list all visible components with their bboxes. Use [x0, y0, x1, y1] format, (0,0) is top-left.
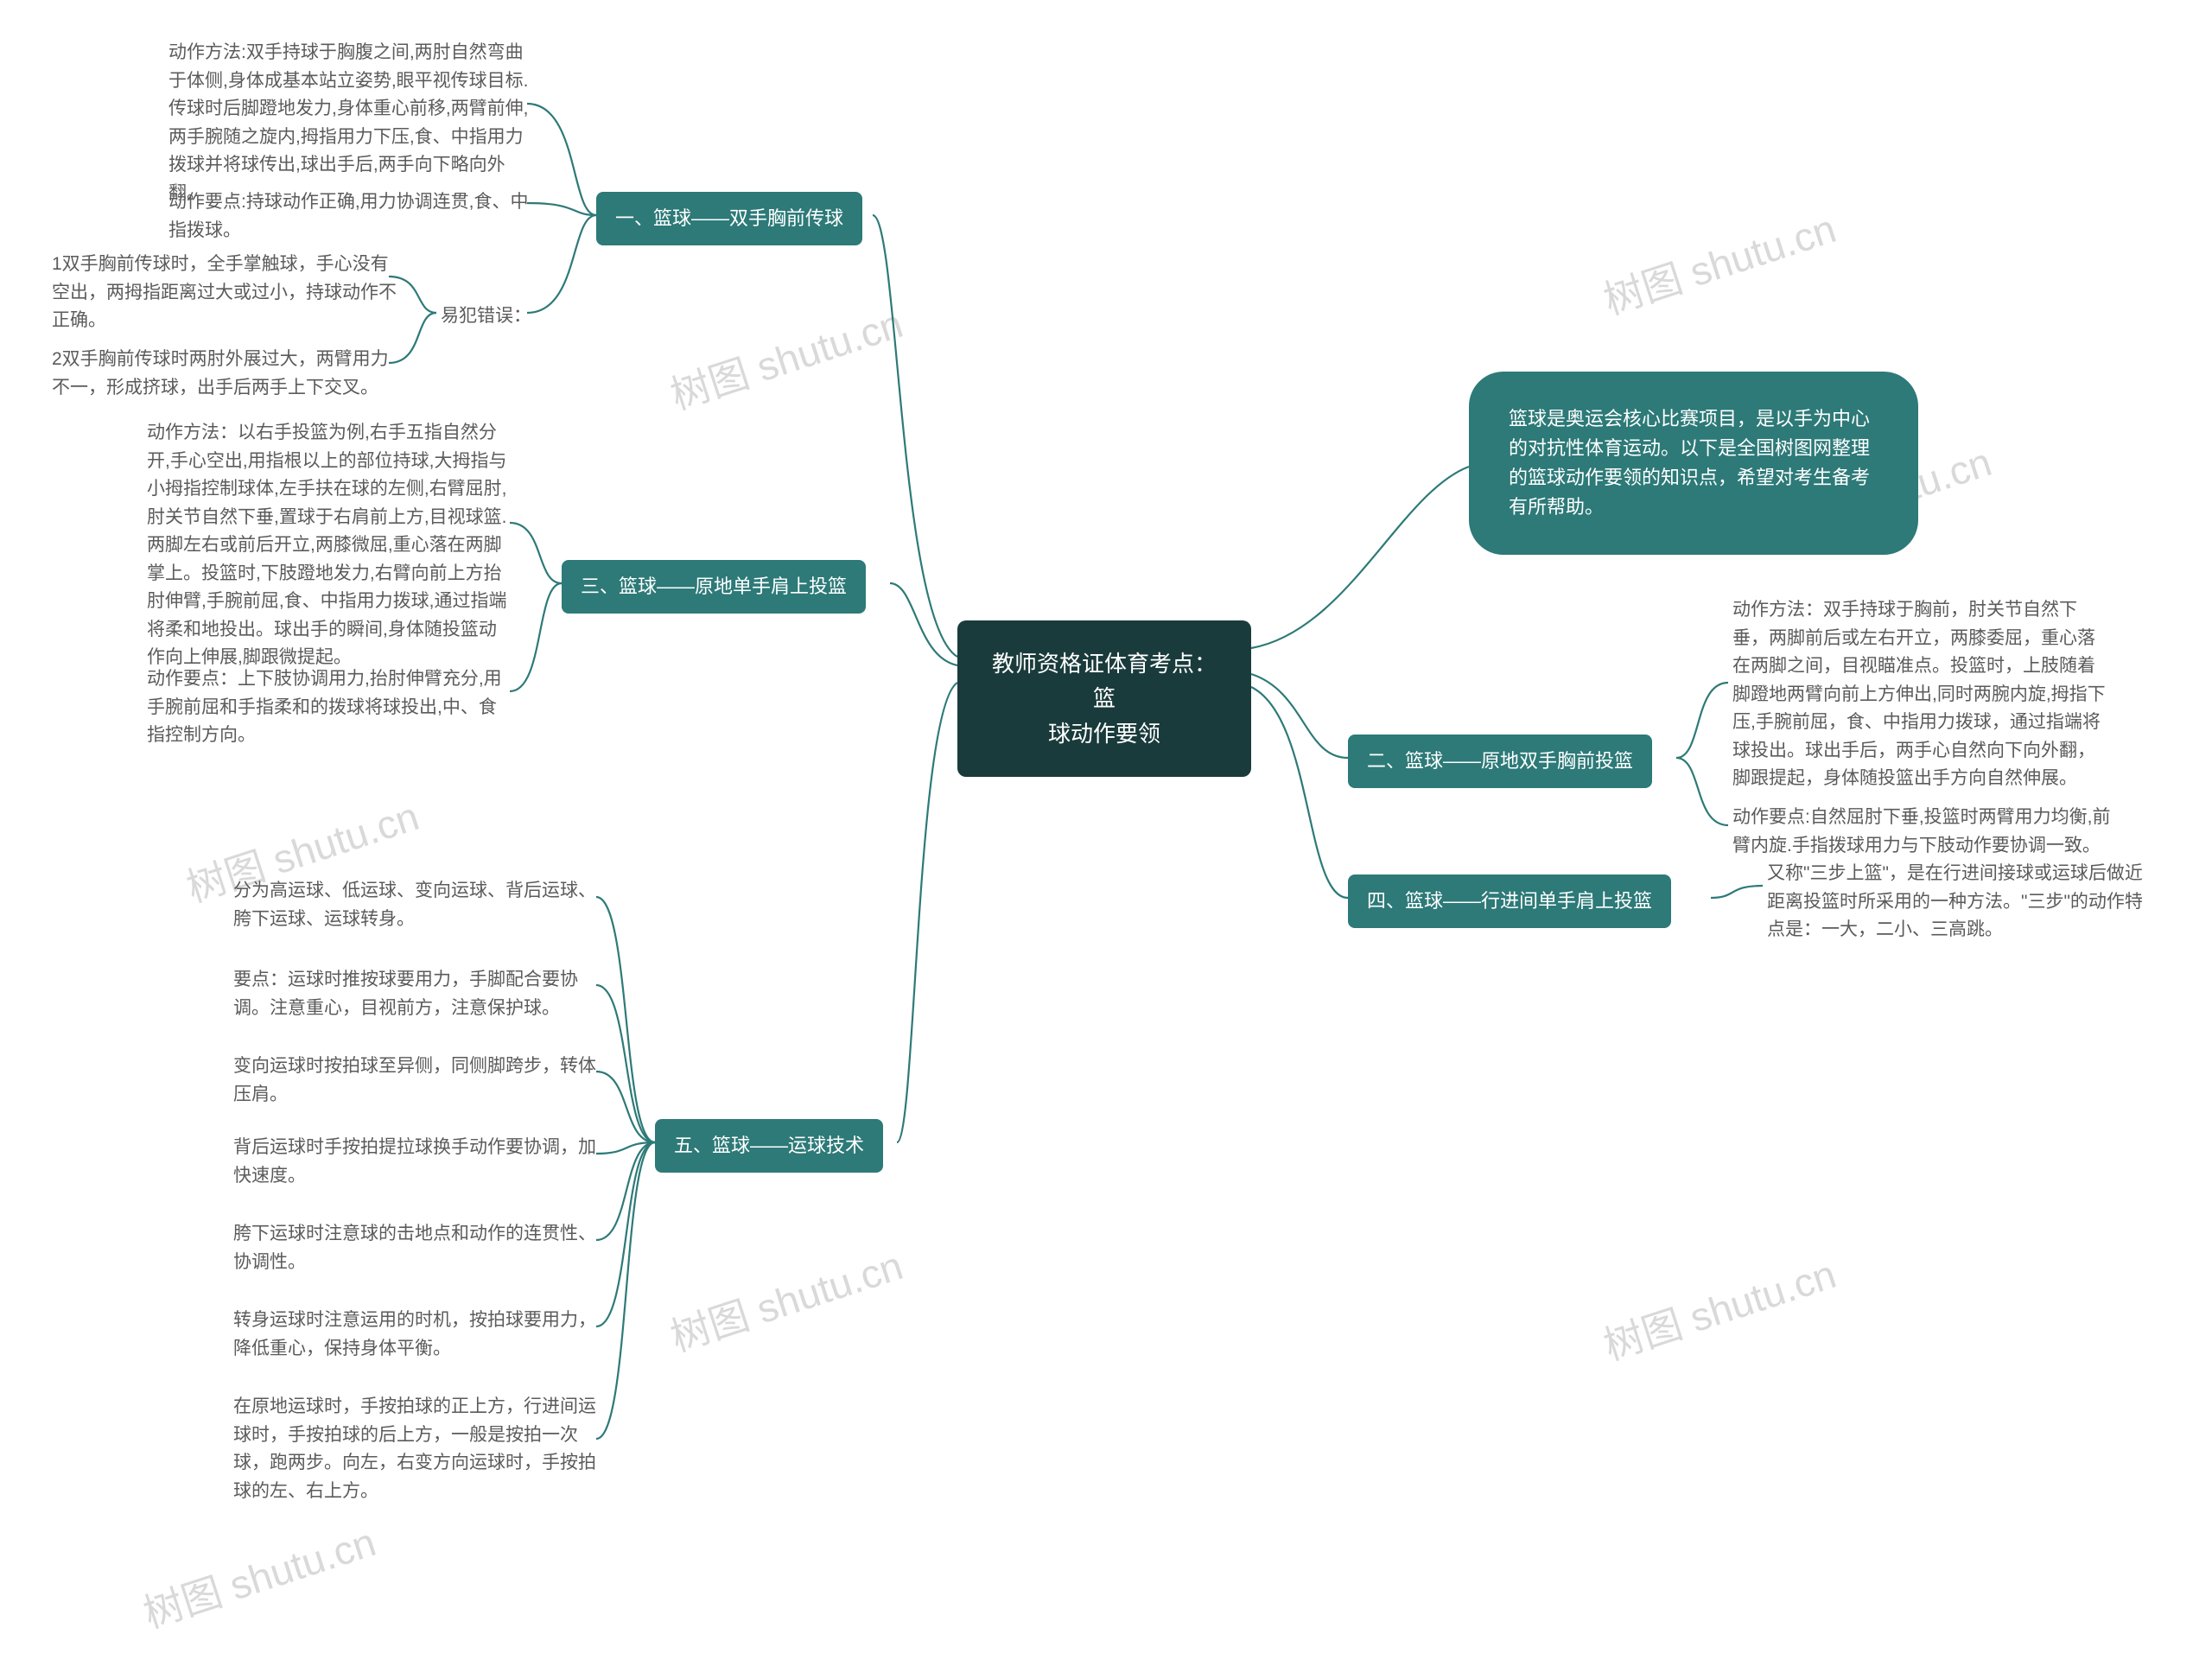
watermark: 树图 shutu.cn	[136, 1511, 382, 1640]
branch-1: 一、篮球——双手胸前传球	[596, 192, 862, 245]
branch-5-leaf-2: 要点：运球时推按球要用力，手脚配合要协调。注意重心，目视前方，注意保护球。	[233, 966, 601, 1022]
branch-1-leaf-3-label: 易犯错误：	[441, 302, 531, 330]
branch-3-leaf-2: 动作要点：上下肢协调用力,抬肘伸臂充分,用手腕前屈和手指柔和的拨球将球投出,中、…	[147, 665, 514, 750]
branch-3-leaf-1: 动作方法：以右手投篮为例,右手五指自然分开,手心空出,用指根以上的部位持球,大拇…	[147, 419, 514, 672]
branch-4-leaf-1: 又称"三步上篮"，是在行进间接球或运球后做近距离投篮时所采用的一种方法。"三步"…	[1767, 860, 2147, 944]
branch-5-leaf-4: 背后运球时手按拍提拉球换手动作要协调，加快速度。	[233, 1134, 601, 1190]
branch-1-leaf-3b: 2双手胸前传球时两肘外展过大，两臂用力不一，形成挤球，出手后两手上下交叉。	[52, 346, 397, 402]
branch-2: 二、篮球——原地双手胸前投篮	[1348, 735, 1652, 788]
branch-2-leaf-2: 动作要点:自然屈肘下垂,投篮时两臂用力均衡,前臂内旋.手指拨球用力与下肢动作要协…	[1732, 804, 2113, 860]
branch-1-leaf-1: 动作方法:双手持球于胸腹之间,两肘自然弯曲于体侧,身体成基本站立姿势,眼平视传球…	[168, 39, 531, 207]
watermark: 树图 shutu.cn	[663, 293, 909, 422]
branch-4: 四、篮球——行进间单手肩上投篮	[1348, 875, 1671, 928]
branch-1-leaf-2: 动作要点:持球动作正确,用力协调连贯,食、中指拨球。	[168, 188, 531, 245]
branch-5-leaf-3: 变向运球时按拍球至异侧，同侧脚跨步，转体压肩。	[233, 1053, 601, 1109]
watermark: 树图 shutu.cn	[1596, 198, 1842, 327]
center-title-line2: 球动作要领	[988, 716, 1220, 751]
branch-3: 三、篮球——原地单手肩上投篮	[562, 560, 866, 614]
watermark: 树图 shutu.cn	[1596, 1243, 1842, 1372]
branch-5: 五、篮球——运球技术	[655, 1119, 883, 1173]
watermark: 树图 shutu.cn	[663, 1235, 909, 1364]
branch-1-leaf-3a: 1双手胸前传球时，全手掌触球，手心没有空出，两拇指距离过大或过小，持球动作不正确…	[52, 251, 397, 335]
branch-2-leaf-1: 动作方法：双手持球于胸前，肘关节自然下垂，两脚前后或左右开立，两膝委屈，重心落在…	[1732, 596, 2113, 793]
center-node: 教师资格证体育考点：篮 球动作要领	[957, 620, 1251, 777]
branch-5-leaf-7: 在原地运球时，手按拍球的正上方，行进间运球时，手按拍球的后上方，一般是按拍一次球…	[233, 1393, 601, 1505]
branch-5-leaf-6: 转身运球时注意运用的时机，按拍球要用力，降低重心，保持身体平衡。	[233, 1307, 601, 1363]
intro-bubble: 篮球是奥运会核心比赛项目，是以手为中心的对抗性体育运动。以下是全国树图网整理的篮…	[1469, 372, 1918, 555]
center-title-line1: 教师资格证体育考点：篮	[988, 646, 1220, 716]
branch-5-leaf-5: 胯下运球时注意球的击地点和动作的连贯性、协调性。	[233, 1220, 601, 1276]
branch-5-leaf-1: 分为高运球、低运球、变向运球、背后运球、胯下运球、运球转身。	[233, 877, 601, 933]
